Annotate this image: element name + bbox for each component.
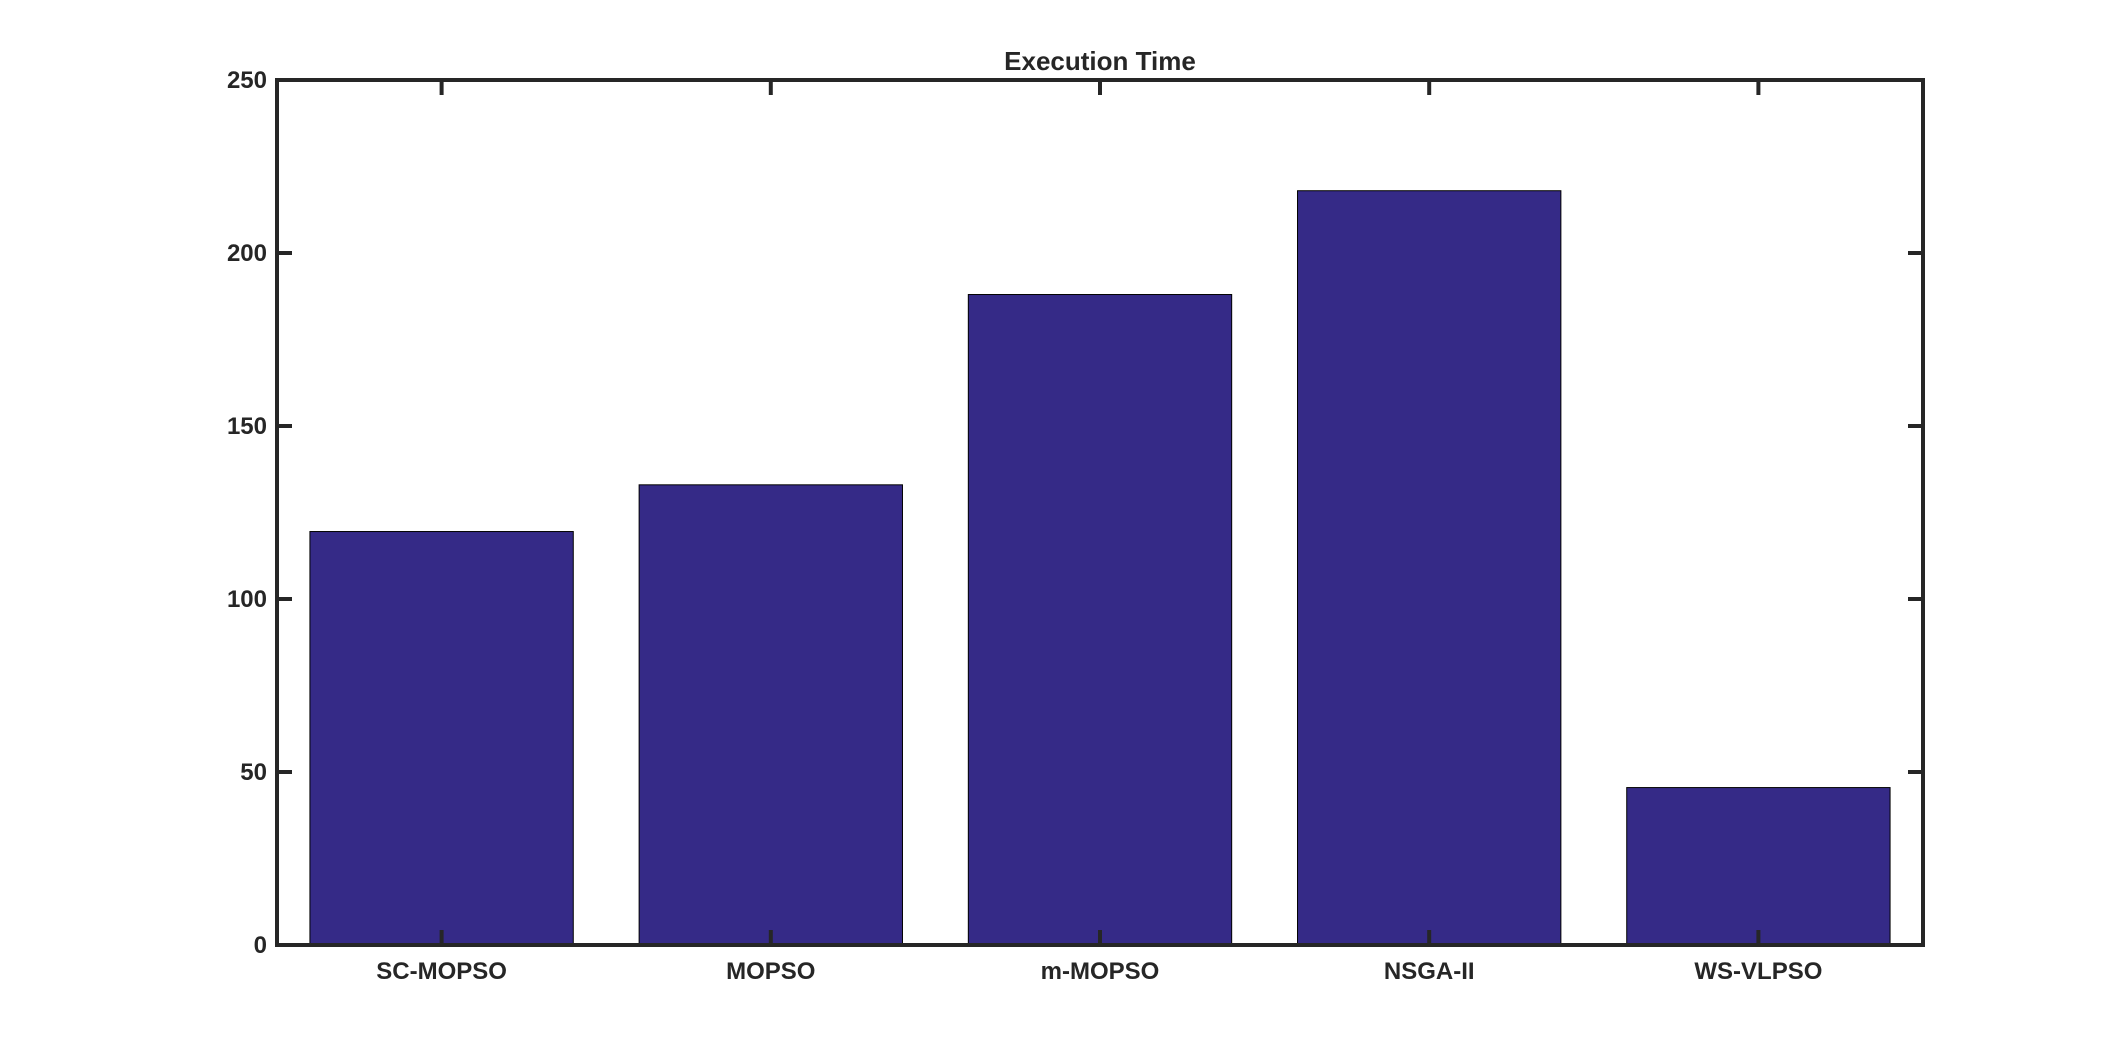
bar-nsga-ii: [1297, 190, 1562, 946]
x-tick-label: MOPSO: [726, 958, 815, 985]
axes-layer: [275, 78, 1925, 947]
y-tick-label: 250: [227, 67, 267, 94]
x-tick-label: WS-VLPSO: [1694, 958, 1822, 985]
bars-layer: [309, 190, 1891, 946]
bar-mopso: [638, 484, 903, 946]
x-tick-label: SC-MOPSO: [376, 958, 507, 985]
x-tick-label: m-MOPSO: [1041, 958, 1160, 985]
y-tick-label: 200: [227, 240, 267, 267]
bar-m-mopso: [967, 294, 1233, 946]
chart-title: Execution Time: [1004, 46, 1196, 76]
y-tick-label: 0: [254, 932, 267, 959]
bar-sc-mopso: [309, 531, 574, 946]
x-tick-label: NSGA-II: [1384, 958, 1475, 985]
y-tick-label: 150: [227, 413, 267, 440]
y-tick-label: 100: [227, 586, 267, 613]
bar-ws-vlpso: [1626, 787, 1891, 946]
labels-layer: 0 50 100 150 200 250 SC-MOPSO MOPSO m-MOPSO NSGA-…: [227, 67, 1822, 985]
y-tick-label: 50: [240, 759, 267, 786]
